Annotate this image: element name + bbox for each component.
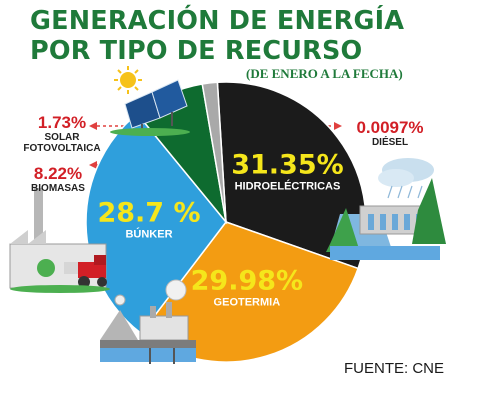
label-solar: 1.73% SOLAR FOTOVOLTAICA	[20, 113, 104, 154]
source-note: FUENTE: CNE	[344, 360, 445, 377]
label-biomasas-name: BIOMASAS	[31, 183, 85, 194]
hydro-dam-icon	[326, 158, 446, 260]
label-diesel: 0.0097% DIÉSEL	[344, 118, 436, 148]
slice-value-label-bunker: 28.7 %	[97, 197, 200, 228]
geothermal-plant-icon	[100, 279, 196, 364]
chart-title: GENERACIÓN DE ENERGÍA POR TIPO DE RECURS…	[30, 6, 404, 66]
slice-name-label-geotermia: GEOTERMIA	[214, 297, 281, 309]
biomass-factory-icon	[9, 188, 110, 293]
pie-chart: 31.35%HIDROELÉCTRICAS 29.98%GEOTERMIA 28.7…	[85, 81, 367, 363]
slice-value-label-geotermia: 29.98%	[191, 266, 303, 297]
label-biomasas-value: 8.22%	[33, 164, 83, 183]
slice-name-label-hidroelectricas: HIDROELÉCTRICAS	[235, 180, 341, 193]
arrowhead-solar	[89, 122, 97, 130]
chart-subtitle: (DE ENERO A LA FECHA)	[246, 66, 403, 81]
label-diesel-name: DIÉSEL	[371, 137, 409, 148]
solar-panel-icon	[110, 66, 190, 136]
label-solar-name-line-2: FOTOVOLTAICA	[23, 143, 101, 154]
arrowheads	[89, 122, 342, 169]
pie-slice-diesel	[217, 81, 227, 223]
label-solar-value: 1.73%	[37, 113, 87, 132]
label-biomasas: 8.22% BIOMASAS	[26, 164, 90, 194]
label-solar-name-line-1: SOLAR	[44, 132, 80, 143]
arrowhead-biomasas	[89, 161, 97, 169]
label-diesel-value: 0.0097%	[356, 118, 424, 137]
slice-name-label-bunker: BÚNKER	[125, 227, 172, 240]
arrowhead-diesel	[334, 122, 342, 130]
chart-title-line-1: GENERACIÓN DE ENERGÍA	[30, 6, 405, 36]
slice-value-label-hidroelectricas: 31.35%	[231, 150, 343, 181]
chart-title-line-2: POR TIPO DE RECURSO	[30, 36, 363, 66]
